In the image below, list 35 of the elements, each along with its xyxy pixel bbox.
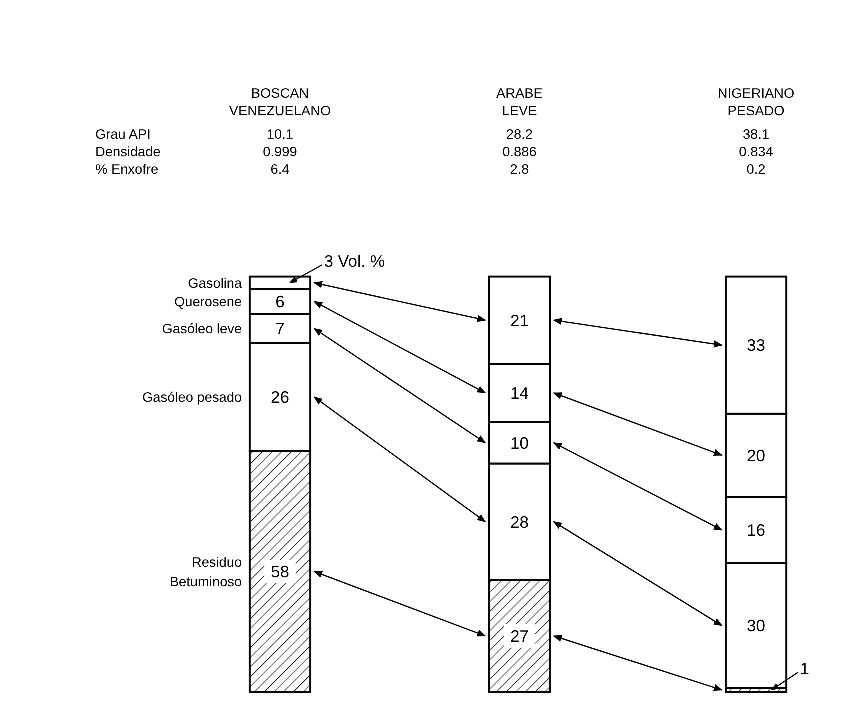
text: 2.8: [510, 162, 530, 178]
series-label: Querosene: [174, 294, 242, 310]
series-label: Gasóleo pesado: [142, 390, 243, 406]
text: % Enxofre: [95, 162, 159, 178]
x-tick-label: ARABE LEVE: [496, 86, 543, 119]
data-label: 26: [271, 388, 290, 408]
text: 0.2: [746, 162, 766, 178]
text: 0.886: [502, 144, 537, 160]
data-label: 10: [510, 434, 529, 453]
series-label: Gasóleo leve: [162, 322, 242, 337]
series-label: Residuo Betuminoso: [170, 554, 243, 590]
data-label: 20: [747, 446, 766, 466]
text: 10.1: [266, 126, 294, 142]
text: 0.834: [739, 144, 774, 160]
data-label: 1: [800, 659, 810, 678]
text: 28.2: [506, 126, 534, 142]
text: Grau API: [95, 126, 151, 142]
data-label: 16: [747, 521, 766, 540]
data-label: 28: [510, 512, 529, 532]
x-tick-label: NIGERIANO PESADO: [718, 86, 795, 119]
text: 38.1: [742, 126, 770, 142]
text: Densidade: [95, 144, 161, 160]
text: 0.999: [263, 144, 298, 160]
data-label: 3 Vol. %: [324, 252, 386, 272]
data-label: 14: [510, 384, 529, 403]
data-label: 30: [747, 616, 766, 636]
data-label: 6: [276, 292, 285, 312]
data-label: 58: [271, 562, 290, 582]
x-tick-label: BOSCAN VENEZUELANO: [229, 86, 332, 119]
data-label: 7: [276, 320, 285, 339]
data-label: 27: [510, 627, 529, 646]
series-label: Gasolina: [188, 276, 243, 291]
data-label: 21: [510, 311, 529, 330]
text: 6.4: [270, 162, 290, 178]
data-label: 33: [747, 336, 766, 356]
